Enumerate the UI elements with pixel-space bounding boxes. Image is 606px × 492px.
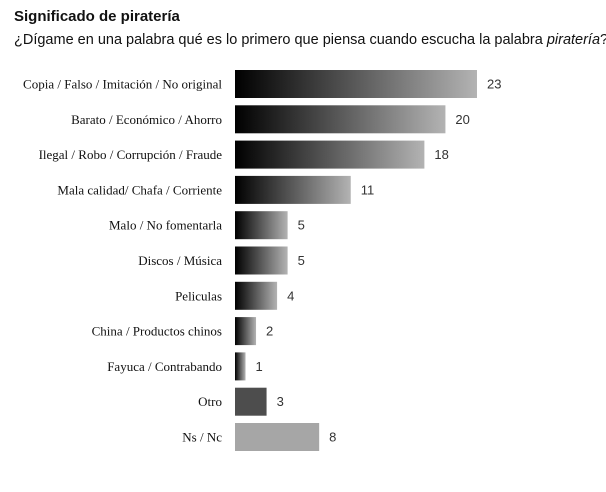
category-label-fayuca-contrabando: Fayuca / Contrabando [107,359,222,374]
category-label-otro: Otro [198,394,222,409]
subtitle-suffix: ? [600,32,606,48]
category-label-peliculas: Peliculas [175,288,222,303]
value-label-copia-falso-imitacion-no-original: 23 [487,77,501,92]
bar-ns-nc [235,423,320,451]
bar-ilegal-robo-corrupcion-fraude [235,140,425,169]
bars-group: Copia / Falso / Imitación / No original 2… [23,70,501,451]
value-label-mala-calidad-chafa-corriente: 11 [361,182,375,197]
bar-peliculas [235,281,278,310]
category-label-barato-economico-ahorro: Barato / Económico / Ahorro [71,112,222,127]
value-label-ilegal-robo-corrupcion-fraude: 18 [434,147,448,162]
category-label-china-productos-chinos: China / Productos chinos [92,324,222,339]
value-label-barato-economico-ahorro: 20 [455,112,469,127]
value-label-discos-musica: 5 [298,253,305,268]
chart-subtitle: ¿Dígame en una palabra qué es lo primero… [14,32,606,48]
value-label-peliculas: 4 [287,288,294,303]
value-label-fayuca-contrabando: 1 [256,359,263,374]
value-label-china-productos-chinos: 2 [266,324,273,339]
bar-china-productos-chinos [235,317,257,346]
subtitle-prefix: ¿Dígame en una palabra qué es lo primero… [14,32,547,48]
category-label-copia-falso-imitacion-no-original: Copia / Falso / Imitación / No original [23,77,222,92]
subtitle-emphasis: piratería [546,32,601,48]
bar-malo-no-fomentarla [235,211,288,240]
bar-mala-calidad-chafa-corriente [235,175,351,204]
category-label-ns-nc: Ns / Nc [182,430,222,445]
bar-fayuca-contrabando [235,352,246,381]
bar-otro [235,387,267,416]
value-label-ns-nc: 8 [329,430,336,445]
bar-barato-economico-ahorro [235,105,446,134]
category-label-malo-no-fomentarla: Malo / No fomentarla [109,218,222,233]
bar-discos-musica [235,246,288,275]
bar-copia-falso-imitacion-no-original [235,70,477,98]
value-label-malo-no-fomentarla: 5 [298,218,305,233]
category-label-ilegal-robo-corrupcion-fraude: Ilegal / Robo / Corrupción / Fraude [39,147,223,162]
value-label-otro: 3 [277,394,284,409]
category-label-mala-calidad-chafa-corriente: Mala calidad/ Chafa / Corriente [57,182,222,197]
category-label-discos-musica: Discos / Música [138,253,222,268]
chart-title: Significado de piratería [14,8,180,25]
